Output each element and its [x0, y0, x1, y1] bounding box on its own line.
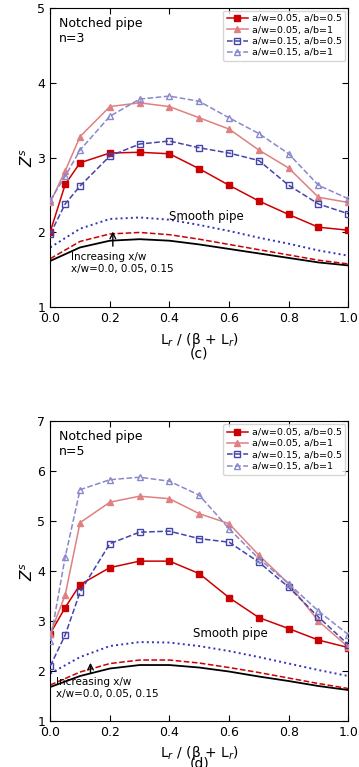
Y-axis label: $Z^s$: $Z^s$: [19, 148, 36, 167]
Legend: a/w=0.05, a/b=0.5, a/w=0.05, a/b=1, a/w=0.15, a/b=0.5, a/w=0.15, a/b=1: a/w=0.05, a/b=0.5, a/w=0.05, a/b=1, a/w=…: [223, 11, 345, 61]
Text: Notched pipe
n=3: Notched pipe n=3: [59, 17, 143, 44]
Text: Increasing x/w
x/w=0.0, 0.05, 0.15: Increasing x/w x/w=0.0, 0.05, 0.15: [71, 252, 174, 274]
Text: (d): (d): [189, 757, 209, 767]
Text: (c): (c): [190, 347, 209, 360]
Y-axis label: $Z^s$: $Z^s$: [19, 561, 36, 581]
Legend: a/w=0.05, a/b=0.5, a/w=0.05, a/b=1, a/w=0.15, a/b=0.5, a/w=0.15, a/b=1: a/w=0.05, a/b=0.5, a/w=0.05, a/b=1, a/w=…: [223, 424, 345, 475]
Text: Smooth pipe: Smooth pipe: [193, 627, 268, 640]
X-axis label: L$_r$ / (β + L$_r$): L$_r$ / (β + L$_r$): [160, 745, 239, 762]
Text: Notched pipe
n=5: Notched pipe n=5: [59, 430, 143, 458]
Text: Increasing x/w
x/w=0.0, 0.05, 0.15: Increasing x/w x/w=0.0, 0.05, 0.15: [56, 677, 159, 699]
X-axis label: L$_r$ / (β + L$_r$): L$_r$ / (β + L$_r$): [160, 331, 239, 349]
Text: Smooth pipe: Smooth pipe: [169, 210, 244, 223]
